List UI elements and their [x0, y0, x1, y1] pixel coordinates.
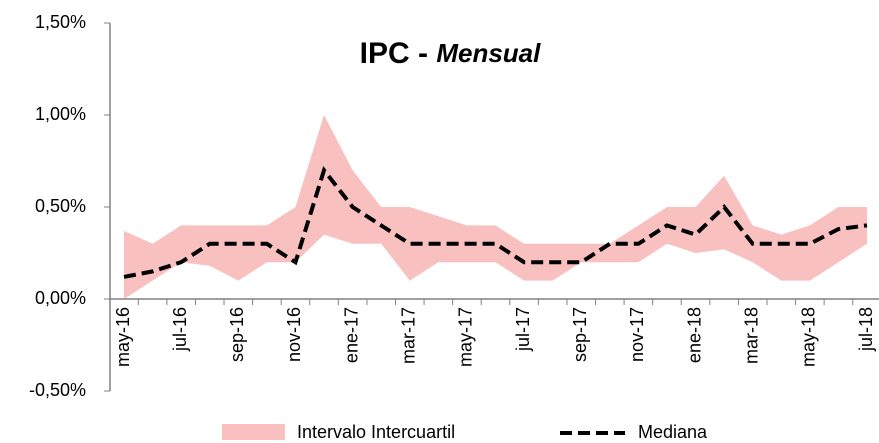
legend-label: Intervalo Intercuartil [297, 422, 455, 442]
x-tick-label: jul-17 [513, 307, 533, 352]
title-main: IPC - [360, 37, 428, 70]
x-tick-label: ene-18 [684, 307, 704, 363]
y-tick-label: -0,50% [29, 380, 86, 400]
title-emphasis: Mensual [436, 38, 541, 68]
legend-swatch [222, 424, 285, 440]
x-tick-label: nov-16 [284, 307, 304, 362]
y-tick-label: 0,50% [35, 196, 86, 216]
x-tick-label: nov-17 [627, 307, 647, 362]
x-tick-label: may-18 [799, 307, 819, 367]
y-tick-label: 1,00% [35, 104, 86, 124]
x-tick-label: may-16 [113, 307, 133, 367]
x-tick-label: jul-16 [170, 307, 190, 352]
x-tick-label: sep-16 [227, 307, 247, 362]
chart-title: IPC - Mensual [360, 37, 541, 70]
y-tick-label: 1,50% [35, 12, 86, 32]
legend-label: Mediana [638, 422, 708, 442]
median-line [123, 165, 868, 279]
y-tick-label: 0,00% [35, 288, 86, 308]
x-tick-label: mar-17 [399, 307, 419, 364]
x-tick-label: sep-17 [570, 307, 590, 362]
x-tick-label: may-17 [456, 307, 476, 367]
x-tick-label: mar-18 [741, 307, 761, 364]
iqr-band [124, 115, 867, 299]
x-tick-label: ene-17 [341, 307, 361, 363]
x-tick-label: jul-18 [856, 307, 876, 352]
